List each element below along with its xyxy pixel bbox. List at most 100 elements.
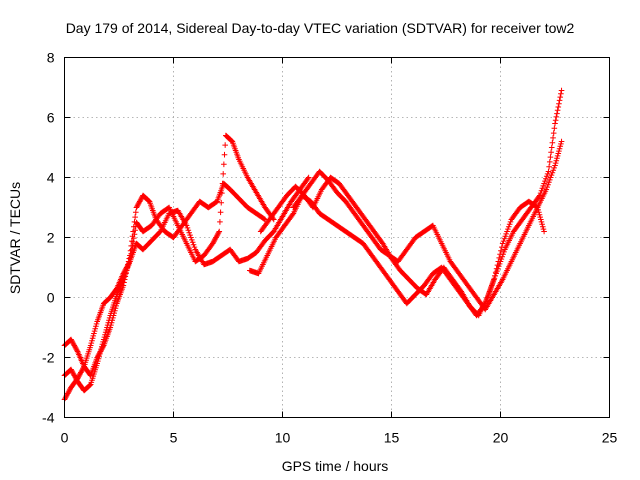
data-point — [544, 171, 551, 177]
data-point — [106, 317, 112, 324]
data-point — [130, 239, 136, 245]
data-point — [554, 155, 560, 162]
data-point — [549, 139, 556, 146]
data-point — [96, 353, 102, 360]
x-tick-label: 10 — [275, 430, 291, 446]
data-point — [541, 228, 547, 235]
data-point — [552, 160, 559, 166]
data-point — [106, 315, 113, 321]
data-point — [547, 154, 554, 160]
data-point — [100, 336, 107, 343]
data-point — [497, 251, 503, 258]
data-point — [112, 305, 119, 312]
data-point — [135, 201, 142, 207]
data-point — [534, 204, 541, 211]
data-point — [537, 190, 544, 196]
data-point — [553, 157, 560, 164]
data-point — [131, 235, 137, 241]
data-point — [546, 163, 552, 170]
data-point — [558, 87, 565, 94]
data-point — [487, 286, 494, 292]
data-point — [131, 231, 138, 237]
data-point — [76, 372, 83, 378]
data-point — [557, 143, 564, 150]
data-point — [550, 167, 557, 174]
data-point — [221, 161, 227, 168]
data-point — [544, 184, 550, 190]
data-point — [183, 222, 190, 229]
data-point — [215, 229, 222, 236]
data-point — [501, 235, 508, 242]
data-point — [122, 267, 129, 273]
data-point — [70, 370, 76, 376]
data-point — [120, 270, 127, 277]
data-point — [543, 173, 550, 180]
data-point — [76, 373, 82, 379]
data-point — [539, 223, 546, 230]
data-point — [482, 300, 489, 307]
y-tick-label: 8 — [47, 50, 55, 66]
data-point — [502, 233, 509, 240]
data-point — [103, 327, 110, 333]
grid — [64, 57, 610, 418]
data-point — [536, 192, 543, 199]
data-point — [485, 293, 491, 300]
data-point — [494, 262, 501, 268]
data-point — [74, 347, 80, 354]
data-point — [189, 237, 195, 243]
y-tick-label: 6 — [47, 110, 55, 126]
data-point — [191, 244, 198, 250]
data-point — [507, 219, 514, 225]
data-point — [190, 241, 197, 248]
x-tick-label: 25 — [602, 430, 618, 446]
series-track-2 — [61, 132, 277, 394]
data-point — [79, 367, 85, 373]
data-point — [95, 358, 101, 364]
data-point — [533, 204, 540, 210]
data-point — [94, 360, 100, 367]
data-point — [121, 269, 127, 276]
data-point — [556, 148, 562, 154]
data-point — [536, 209, 542, 216]
data-point — [548, 144, 555, 151]
data-point — [556, 97, 563, 104]
data-point — [95, 355, 102, 362]
data-point — [97, 351, 103, 357]
data-point — [126, 259, 133, 266]
data-point — [545, 181, 551, 188]
data-point — [137, 197, 144, 204]
data-point — [71, 372, 78, 379]
data-point — [556, 100, 562, 107]
data-point — [69, 339, 76, 345]
data-point — [540, 183, 547, 189]
data-point — [78, 368, 85, 375]
data-point — [186, 229, 192, 236]
data-point — [105, 319, 112, 326]
data-point — [70, 340, 76, 346]
data-point — [113, 303, 119, 309]
data-point — [546, 179, 552, 186]
data-point — [505, 226, 511, 232]
y-tick-label: 4 — [47, 170, 55, 186]
data-point — [64, 391, 70, 398]
data-point — [90, 333, 97, 339]
data-point — [218, 199, 225, 206]
data-point — [70, 341, 77, 348]
data-point — [211, 238, 217, 244]
data-point — [129, 238, 135, 244]
data-point — [134, 202, 141, 208]
data-point — [481, 301, 488, 308]
data-point — [101, 334, 108, 340]
data-point — [64, 390, 71, 397]
data-point — [68, 367, 75, 374]
data-point — [261, 216, 267, 222]
data-point — [66, 388, 72, 394]
data-point — [215, 231, 221, 237]
data-point — [486, 288, 493, 295]
data-point — [89, 337, 95, 344]
data-point — [129, 243, 136, 249]
data-point — [551, 165, 557, 171]
data-point — [99, 341, 106, 348]
data-point — [501, 249, 507, 255]
data-point — [121, 268, 128, 274]
